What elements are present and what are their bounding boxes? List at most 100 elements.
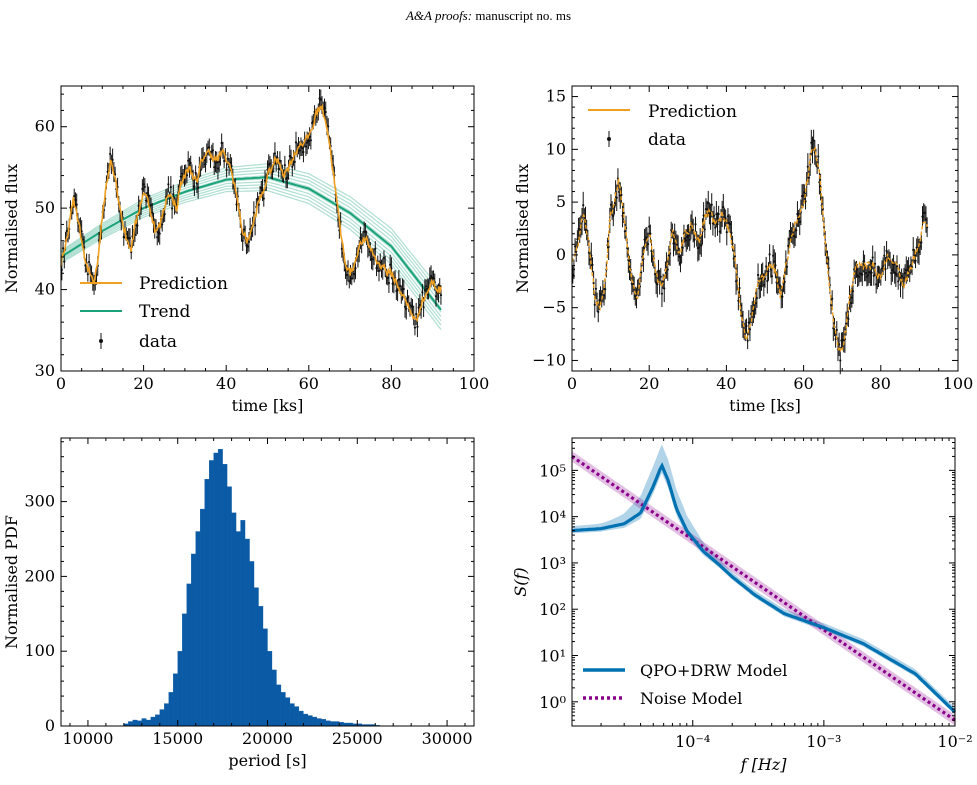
histogram-bar [164, 703, 169, 727]
histogram-bar [330, 721, 335, 727]
data-point [679, 262, 682, 265]
data-point [917, 250, 921, 254]
data-point [573, 245, 577, 248]
data-point [411, 305, 414, 308]
data-point [144, 199, 148, 202]
data-point [387, 281, 391, 285]
data-point [254, 224, 257, 227]
data-point [783, 280, 786, 283]
data-point [223, 159, 226, 163]
x-tick-label: 10⁻² [937, 732, 972, 751]
data-point [871, 256, 874, 259]
x-tick-label: 60 [299, 374, 319, 393]
x-tick-label: 10000 [62, 729, 113, 748]
data-point [260, 186, 263, 189]
data-point [241, 239, 244, 242]
data-point [179, 175, 182, 178]
data-point [892, 263, 895, 266]
data-point [694, 223, 697, 226]
y-tick-label: 60 [35, 117, 55, 136]
data-point [880, 267, 884, 270]
journal-name: A&A proofs: [405, 8, 473, 23]
trend-sample-line [60, 172, 442, 304]
legend-label-prediction: Prediction [648, 102, 737, 122]
data-point [812, 139, 815, 142]
histogram-bar [235, 531, 241, 727]
histogram-bar [132, 719, 138, 727]
data-point [382, 256, 386, 259]
data-points-1 [60, 89, 443, 338]
data-point [697, 246, 701, 249]
data-point [715, 213, 718, 216]
data-point [864, 272, 867, 275]
data-point [907, 266, 910, 269]
data-point [141, 187, 144, 191]
x-tick-label: 60 [793, 374, 813, 393]
data-point [667, 254, 670, 257]
data-point [592, 281, 595, 285]
histogram-bar [222, 464, 228, 727]
y-tick-label: 10 [546, 139, 566, 158]
y-tick-label: 0 [556, 245, 566, 264]
data-point [371, 258, 374, 261]
data-point [398, 284, 402, 287]
data-point [656, 283, 659, 286]
x-tick-label: 100 [459, 374, 490, 393]
data-point [273, 152, 277, 155]
histogram-bar [128, 721, 133, 727]
data-point [268, 162, 272, 165]
histogram-bar [280, 692, 286, 727]
data-point [688, 238, 691, 241]
x-tick-label: 15000 [152, 729, 203, 748]
histogram-bar [258, 606, 264, 727]
data-point [403, 305, 407, 308]
data-point [829, 303, 833, 307]
y-tick-label: 10⁵ [539, 461, 566, 480]
data-point [354, 267, 357, 270]
data-point [311, 121, 314, 125]
data-point [923, 211, 926, 214]
y-tick-label: 50 [35, 198, 55, 217]
data-point [421, 291, 424, 294]
data-point [838, 343, 841, 346]
data-point [722, 205, 725, 209]
data-point [873, 262, 877, 265]
data-point [386, 276, 389, 279]
data-point [187, 159, 190, 162]
histogram-bar [325, 720, 331, 727]
data-point [289, 156, 293, 159]
x-tick-label: 40 [216, 374, 236, 393]
data-point [87, 260, 91, 264]
histogram-bar [249, 561, 255, 727]
data-point [211, 149, 215, 152]
data-point [406, 296, 409, 299]
plot-frame-4 [571, 437, 956, 727]
data-point [648, 225, 651, 228]
data-point [172, 193, 175, 196]
data-point [659, 275, 662, 278]
data-point [884, 267, 887, 271]
y-tick-label: 15 [546, 87, 566, 106]
data-point [439, 293, 443, 297]
data-point [180, 172, 184, 175]
trend-sample-line [60, 189, 442, 330]
data-point [374, 247, 377, 250]
legend-1: Prediction Trend data [80, 274, 228, 352]
histogram-bar [159, 709, 165, 727]
data-point [707, 201, 710, 205]
data-point [748, 328, 752, 331]
data-point [599, 293, 602, 296]
data-point [63, 260, 66, 263]
data-point [759, 285, 762, 288]
data-point [609, 203, 613, 206]
data-point [154, 224, 158, 227]
histogram-bar [173, 673, 178, 727]
page-header: A&A proofs: manuscript no. ms [0, 8, 977, 24]
data-point [193, 185, 196, 188]
x-tick-label: 20000 [242, 729, 293, 748]
data-point [702, 214, 705, 217]
data-point [156, 236, 159, 239]
data-point [653, 273, 657, 276]
data-point [717, 212, 720, 216]
data-point [258, 192, 262, 195]
